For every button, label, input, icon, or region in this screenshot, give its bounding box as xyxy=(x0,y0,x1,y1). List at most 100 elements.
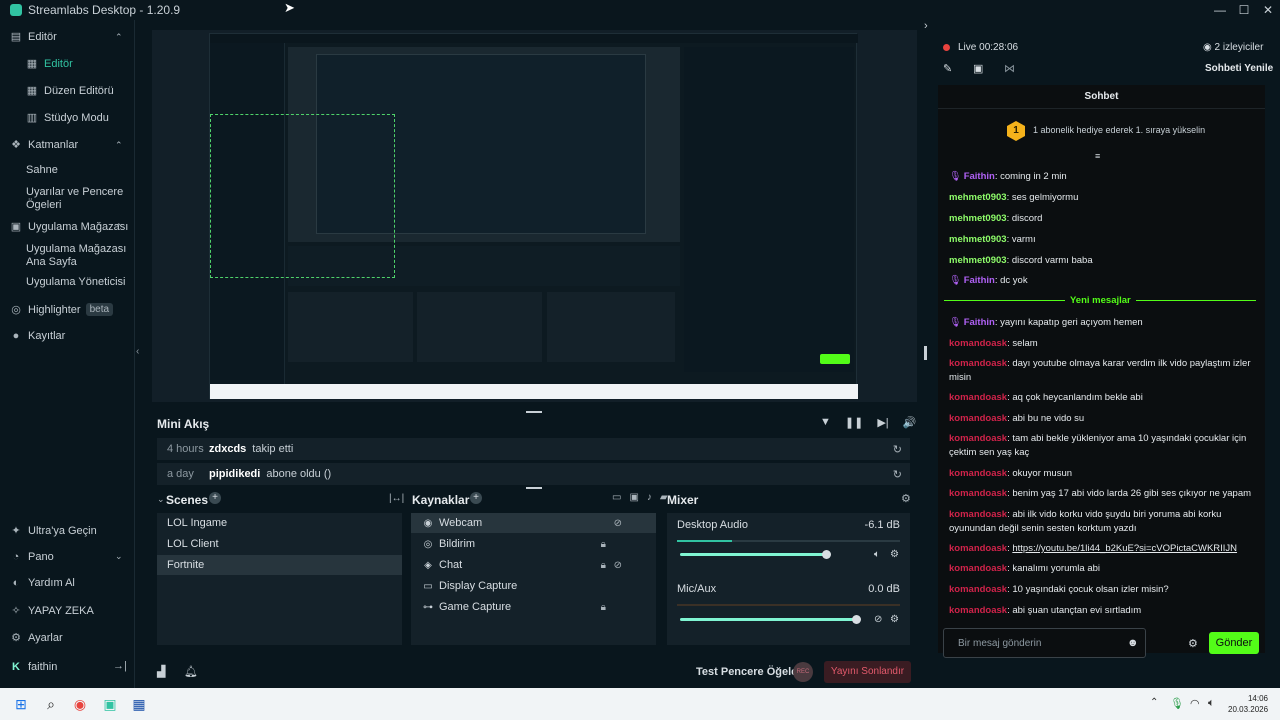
chat-username[interactable]: Faithin xyxy=(963,275,995,286)
volume-slider-fill[interactable] xyxy=(680,553,826,556)
search-icon[interactable]: ⌕ xyxy=(47,695,55,712)
sidebar-item-help[interactable]: ◐ Yardım Al xyxy=(10,577,75,589)
sidebar-item-scene[interactable]: Sahne xyxy=(26,164,58,176)
chat-username[interactable]: komandoask xyxy=(949,468,1008,479)
expand-right-icon[interactable]: › xyxy=(924,20,928,32)
stats-icon[interactable]: ▟ xyxy=(157,666,166,678)
test-widgets-button[interactable]: Test Pencere Öğeleri xyxy=(696,666,805,678)
mic-muted-icon[interactable]: ⊘ xyxy=(874,614,883,625)
replay-icon[interactable]: ↻ xyxy=(892,468,902,481)
volume-slider-knob[interactable] xyxy=(852,615,861,624)
share-icon[interactable]: ⋈ xyxy=(1004,63,1015,75)
chat-username[interactable]: komandoask xyxy=(949,543,1008,554)
chat-username[interactable]: Faithin xyxy=(963,171,995,182)
sidebar-item-layout-editor[interactable]: ▦ Düzen Editörü xyxy=(26,84,114,98)
send-button[interactable]: Gönder xyxy=(1209,632,1259,654)
group-icon[interactable]: ▣ xyxy=(629,492,639,503)
end-stream-button[interactable]: Yayını Sonlandır xyxy=(824,661,911,683)
chat-username[interactable]: komandoask xyxy=(949,358,1008,369)
chat-username[interactable]: komandoask xyxy=(949,509,1008,520)
clock[interactable]: 14:06 20.03.2026 xyxy=(1228,693,1268,715)
sidebar-item-ultra[interactable]: ✦ Ultra'ya Geçin xyxy=(10,524,96,538)
close-icon[interactable]: ✕ xyxy=(1262,3,1274,17)
collapse-left-icon[interactable]: ‹ xyxy=(136,346,140,357)
volume-slider-fill[interactable] xyxy=(680,618,856,621)
speaker-icon[interactable]: 🔈︎ xyxy=(1208,697,1215,709)
chat-username[interactable]: komandoask xyxy=(949,488,1008,499)
sidebar-head-editor[interactable]: ▤ Editör xyxy=(10,30,57,44)
windows-start-icon[interactable]: ⊞ xyxy=(15,695,27,712)
collapse-pinned-icon[interactable]: ≡ xyxy=(1095,151,1101,161)
chat-username[interactable]: komandoask xyxy=(949,392,1008,403)
chevron-up-icon[interactable]: ⌃ xyxy=(1150,697,1159,708)
replay-icon[interactable]: ↻ xyxy=(892,443,902,456)
chevron-down-icon[interactable]: ⌄ xyxy=(157,494,165,504)
sidebar-item-settings[interactable]: ⚙ Ayarlar xyxy=(10,631,63,645)
logout-icon[interactable]: →| xyxy=(113,660,127,672)
streamlabs-icon[interactable]: ▣ xyxy=(103,695,117,712)
sidebar-head-store[interactable]: ▣ Uygulama Mağazası xyxy=(10,220,128,234)
wifi-icon[interactable]: ◠ xyxy=(1190,698,1200,710)
chat-username[interactable]: komandoask xyxy=(949,433,1008,444)
skip-icon[interactable]: ▶| xyxy=(877,417,889,429)
chat-username[interactable]: komandoask xyxy=(949,563,1008,574)
chat-username[interactable]: komandoask xyxy=(949,338,1008,349)
speaker-icon[interactable]: 🔈︎ xyxy=(874,549,880,560)
lock-icon[interactable]: 🔒︎ xyxy=(600,601,606,613)
emoji-icon[interactable]: ☻ xyxy=(1127,637,1139,649)
source-row-selected[interactable]: ◉ Webcam ⊘ xyxy=(411,513,656,533)
scene-row[interactable]: LOL Client xyxy=(167,538,219,550)
sidebar-item-editor[interactable]: ▦ Editör xyxy=(26,57,73,71)
chat-username[interactable]: mehmet0903 xyxy=(949,192,1007,203)
refresh-chat-button[interactable]: Sohbeti Yenile xyxy=(1205,63,1274,74)
add-scene-icon[interactable]: + xyxy=(209,492,221,504)
notification-bell-icon[interactable]: 🔔︎ xyxy=(184,666,198,678)
sidebar-item-ai[interactable]: ✧ YAPAY ZEKA xyxy=(10,604,93,618)
pause-icon[interactable]: ❚❚ xyxy=(844,417,864,429)
sidebar-item-user[interactable]: K faithin xyxy=(10,661,57,673)
gear-icon[interactable]: ⚙ xyxy=(901,493,911,505)
chevron-down-icon[interactable]: ⌄ xyxy=(115,551,123,561)
chevron-up-icon[interactable]: ⌃ xyxy=(115,222,123,232)
filter-icon[interactable]: ▼ xyxy=(820,416,831,428)
chat-username[interactable]: mehmet0903 xyxy=(949,213,1007,224)
source-row[interactable]: ◈ Chat 🔒︎ ⊘ xyxy=(411,555,656,575)
rec-button[interactable]: REC xyxy=(793,662,813,682)
chat-username[interactable]: Faithin xyxy=(963,317,995,328)
scene-collection-icon[interactable]: ▭ xyxy=(612,492,622,503)
chat-settings-gear-icon[interactable]: ⚙ xyxy=(1188,638,1198,650)
sidebar-item-store-home[interactable]: Uygulama Mağazası Ana Sayfa xyxy=(26,243,127,268)
chat-link[interactable]: https://youtu.be/1li44_b2KuE?si=cVOPicta… xyxy=(1012,543,1238,554)
drag-handle[interactable] xyxy=(526,487,542,489)
scene-row[interactable]: LOL Ingame xyxy=(167,517,228,529)
lock-icon[interactable]: 🔒︎ xyxy=(600,538,606,550)
volume-slider-knob[interactable] xyxy=(822,550,831,559)
volume-icon[interactable]: 🔊 xyxy=(902,417,917,429)
gear-icon[interactable]: ⚙ xyxy=(890,549,899,560)
gear-icon[interactable]: ⚙ xyxy=(890,614,899,625)
app-icon[interactable]: ▦ xyxy=(132,695,146,712)
sidebar-item-highlighter[interactable]: ◎ Highlighter beta xyxy=(10,303,114,316)
pencil-icon[interactable]: ✎ xyxy=(943,63,953,75)
drag-handle[interactable] xyxy=(526,411,542,413)
chat-username[interactable]: komandoask xyxy=(949,584,1008,595)
chevron-up-icon[interactable]: ⌃ xyxy=(115,140,123,150)
add-source-icon[interactable]: + xyxy=(470,492,482,504)
sidebar-item-studio-mode[interactable]: ▥ Stüdyo Modu xyxy=(26,111,109,125)
minimize-icon[interactable]: — xyxy=(1214,3,1226,17)
transition-icon[interactable]: |↔| xyxy=(389,493,405,504)
visibility-off-icon[interactable]: ⊘ xyxy=(613,559,622,571)
chat-input-box[interactable]: Bir mesaj gönderin ☻ xyxy=(943,628,1146,658)
chevron-up-icon[interactable]: ⌃ xyxy=(115,32,123,42)
sidebar-head-layers[interactable]: ❖ Katmanlar xyxy=(10,138,78,152)
chrome-icon[interactable]: ◉ xyxy=(73,695,87,712)
chat-username[interactable]: komandoask xyxy=(949,605,1008,616)
sidebar-item-alerts[interactable]: Uyarılar ve Pencere Ögeleri xyxy=(26,186,124,211)
mic-icon[interactable]: 🎙︎ xyxy=(1170,698,1184,710)
audio-off-icon[interactable]: ♪ xyxy=(646,492,652,503)
sidebar-item-app-manager[interactable]: Uygulama Yöneticisi xyxy=(26,276,126,288)
resize-handle[interactable] xyxy=(924,346,927,360)
source-row[interactable]: ▭ Display Capture xyxy=(411,576,656,596)
sidebar-item-dashboard[interactable]: ◔ Pano xyxy=(10,551,54,563)
lock-icon[interactable]: 🔒︎ xyxy=(600,559,606,571)
